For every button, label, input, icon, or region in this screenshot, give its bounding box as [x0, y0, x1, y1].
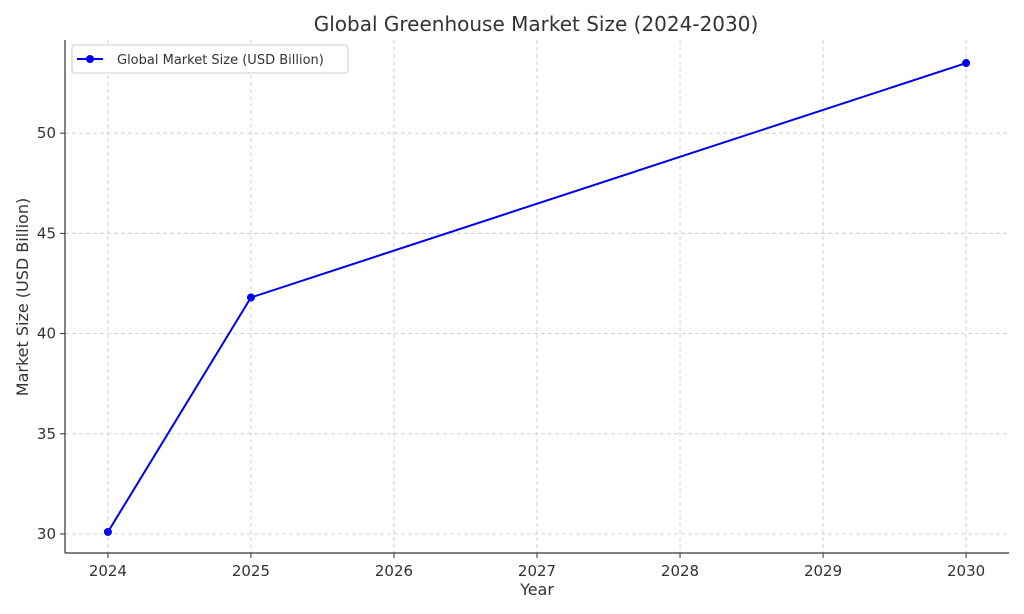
x-tick-label: 2026	[375, 562, 413, 580]
y-tick-label: 35	[37, 425, 56, 443]
legend-marker-icon	[86, 55, 94, 63]
y-tick-label: 40	[37, 325, 56, 343]
x-tick-label: 2030	[947, 562, 985, 580]
legend: Global Market Size (USD Billion)	[71, 44, 349, 74]
legend-entry-label: Global Market Size (USD Billion)	[117, 53, 324, 68]
x-axis-ticks: 2024 2025 2026 2027 2028 2029 2030	[89, 553, 985, 580]
grid-lines	[65, 40, 1009, 553]
x-axis-label: Year	[519, 580, 554, 599]
chart-title: Global Greenhouse Market Size (2024-2030…	[314, 12, 759, 36]
x-tick-label: 2025	[232, 562, 270, 580]
y-axis-label: Market Size (USD Billion)	[13, 198, 32, 396]
x-tick-label: 2024	[89, 562, 127, 580]
y-axis-ticks: 30 35 40 45 50	[37, 124, 65, 543]
x-tick-label: 2027	[518, 562, 556, 580]
legend-box	[71, 44, 349, 74]
y-tick-label: 50	[37, 124, 56, 142]
series-layer	[103, 59, 971, 536]
data-point-marker	[246, 293, 255, 302]
data-point-marker	[962, 59, 971, 68]
x-tick-label: 2028	[661, 562, 699, 580]
y-tick-label: 30	[37, 525, 56, 543]
y-tick-label: 45	[37, 224, 56, 242]
x-tick-label: 2029	[804, 562, 842, 580]
data-point-marker	[103, 527, 112, 536]
